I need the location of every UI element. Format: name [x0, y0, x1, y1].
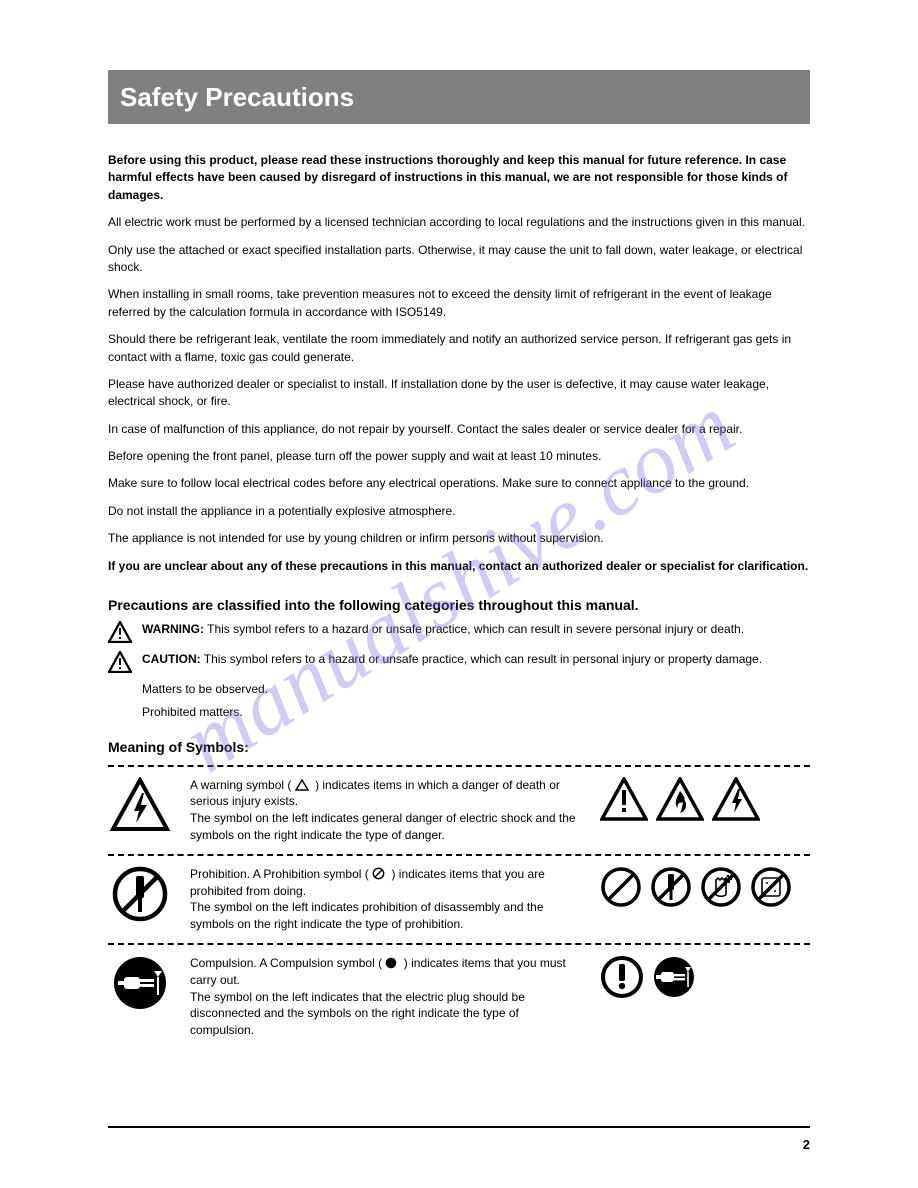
warning-row: WARNING: This symbol refers to a hazard … [108, 621, 810, 643]
divider-3 [108, 943, 810, 945]
prohibition-symbol-block: Prohibition. A Prohibition symbol ( ) in… [108, 866, 810, 933]
intro-p7: In case of malfunction of this appliance… [108, 421, 810, 438]
shock-danger-icon [712, 777, 760, 821]
proh-line2: The symbol on the left indicates prohibi… [190, 900, 544, 931]
no-wet-hands-icon [750, 866, 792, 908]
warning-symbol-block: A warning symbol ( ) indicates items in … [108, 777, 810, 844]
comp-line2: The symbol on the left indicates that th… [190, 990, 525, 1038]
warn-line2: The symbol on the left indicates general… [190, 811, 576, 842]
intro-p5: Should there be refrigerant leak, ventil… [108, 331, 810, 366]
warning-label: WARNING: [142, 622, 204, 636]
intro-p8: Before opening the front panel, please t… [108, 448, 810, 465]
divider-1 [108, 765, 810, 767]
warning-symbol-text: A warning symbol ( ) indicates items in … [190, 777, 582, 844]
no-disassembly-large-icon [108, 866, 172, 922]
carry-out-icon [600, 955, 644, 999]
intro-p9: Make sure to follow local electrical cod… [108, 475, 810, 492]
not-done-icon [600, 866, 642, 908]
intro-p1: Before using this product, please read t… [108, 152, 810, 204]
precautions-heading: Precautions are classified into the foll… [108, 597, 810, 613]
intro-p4: When installing in small rooms, take pre… [108, 286, 810, 321]
prohibition-right-icons [600, 866, 810, 908]
intro-p11: The appliance is not intended for use by… [108, 530, 810, 547]
caution-desc1: This symbol refers to a hazard or unsafe… [201, 652, 762, 666]
prohibition-text: Prohibition. A Prohibition symbol ( ) in… [190, 866, 582, 933]
inline-compulsion-icon [385, 957, 397, 969]
warning-triangle-icon [108, 621, 134, 643]
footer-rule [108, 1126, 810, 1128]
warning-text: WARNING: This symbol refers to a hazard … [142, 621, 744, 638]
divider-2 [108, 854, 810, 856]
intro-p10: Do not install the appliance in a potent… [108, 503, 810, 520]
avoid-wetting-icon [700, 866, 742, 908]
page-number: 2 [803, 1137, 810, 1152]
compulsion-right-icons [600, 955, 810, 999]
symbols-heading: Meaning of Symbols: [108, 739, 810, 755]
shock-triangle-icon [108, 777, 172, 833]
caution-line2: Matters to be observed. [142, 681, 810, 698]
intro-p2: All electric work must be performed by a… [108, 214, 810, 231]
intro-p3: Only use the attached or exact specified… [108, 242, 810, 277]
compulsion-text: Compulsion. A Compulsion symbol ( ) indi… [190, 955, 582, 1039]
warning-right-icons [600, 777, 810, 821]
unplug-large-icon [108, 955, 172, 1011]
comp-prefix: Compulsion. A Compulsion symbol ( [190, 956, 382, 970]
caution-line3: Prohibited matters. [142, 704, 810, 721]
attention-icon [600, 777, 648, 821]
warn-prefix: A warning symbol ( [190, 778, 291, 792]
no-disassemble-icon [650, 866, 692, 908]
compulsion-symbol-block: Compulsion. A Compulsion symbol ( ) indi… [108, 955, 810, 1039]
caution-label: CAUTION: [142, 652, 201, 666]
unplug-icon [652, 955, 696, 999]
proh-prefix: Prohibition. A Prohibition symbol ( [190, 867, 369, 881]
caution-row: CAUTION: This symbol refers to a hazard … [108, 651, 810, 673]
inline-triangle-icon [295, 779, 309, 791]
inline-prohibition-icon [372, 867, 385, 880]
caution-text: CAUTION: This symbol refers to a hazard … [142, 651, 762, 668]
warning-desc: This symbol refers to a hazard or unsafe… [204, 622, 744, 636]
page-title: Safety Precautions [120, 82, 354, 113]
page-header-bar: Safety Precautions [108, 70, 810, 124]
intro-paragraphs: Before using this product, please read t… [108, 152, 810, 575]
intro-p12: If you are unclear about any of these pr… [108, 558, 810, 575]
fire-danger-icon [656, 777, 704, 821]
caution-triangle-icon [108, 651, 134, 673]
intro-p6: Please have authorized dealer or special… [108, 376, 810, 411]
